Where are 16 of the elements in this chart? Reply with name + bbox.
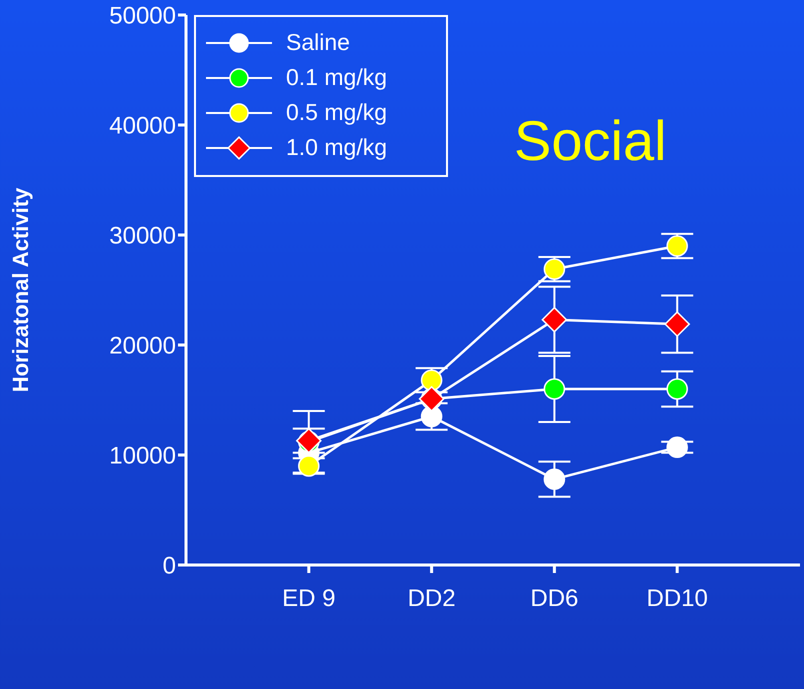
- y-tick-label: 0: [162, 552, 176, 580]
- x-tick-label: DD6: [530, 585, 578, 612]
- legend-label: 0.1 mg/kg: [286, 64, 387, 91]
- y-axis-title: Horizatonal Activity: [8, 186, 33, 392]
- y-tick-label: 40000: [109, 112, 176, 140]
- y-tick-label: 30000: [109, 222, 176, 250]
- y-tick-label: 10000: [109, 442, 176, 470]
- legend-label: 1.0 mg/kg: [286, 134, 387, 161]
- x-tick-label: DD2: [408, 585, 456, 612]
- text: Social: [514, 108, 667, 173]
- y-tick-label: 20000: [109, 332, 176, 360]
- y-tick-label: 50000: [109, 2, 176, 30]
- legend-label: 0.5 mg/kg: [286, 99, 387, 126]
- legend-label: Saline: [286, 29, 350, 56]
- x-tick-label: DD10: [646, 585, 708, 612]
- x-tick-label: ED 9: [282, 585, 336, 612]
